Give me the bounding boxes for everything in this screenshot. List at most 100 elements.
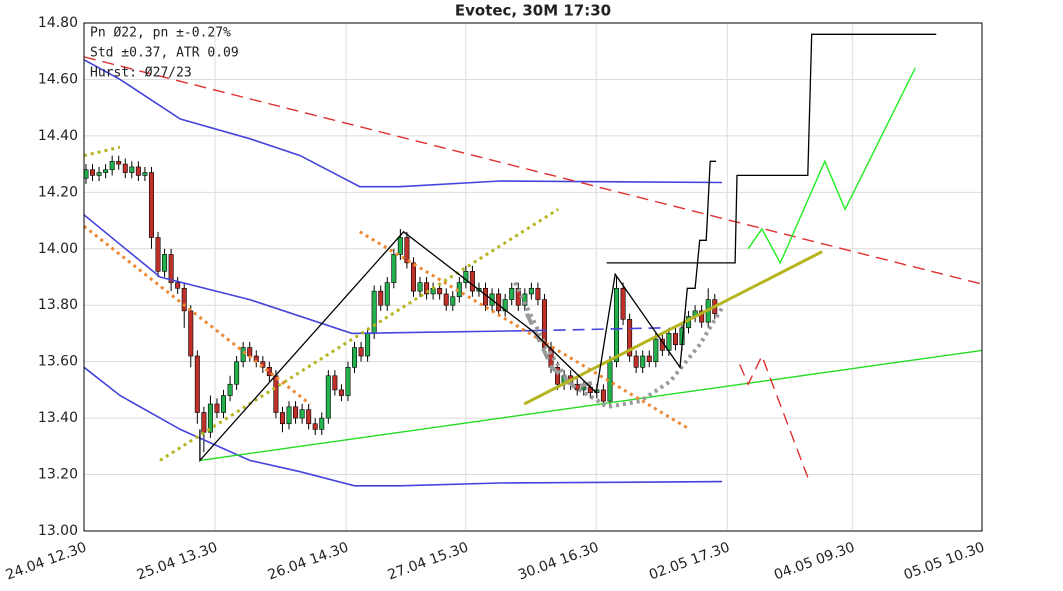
candle-body	[391, 254, 397, 283]
candle-body	[90, 169, 96, 176]
chart-title: Evotec, 30M 17:30	[455, 2, 611, 20]
x-tick-label: 04.05 09.30	[772, 539, 857, 583]
candle-body	[201, 412, 207, 433]
candle-body	[417, 282, 423, 292]
candle-body	[404, 237, 410, 264]
candle-body	[188, 310, 194, 357]
x-tick-label: 30.04 16.30	[516, 539, 601, 583]
candle-body	[378, 290, 384, 306]
candle-body	[155, 237, 161, 272]
candle-body	[365, 333, 371, 357]
y-tick-label: 13.80	[38, 297, 78, 313]
candle-body	[84, 169, 89, 179]
candle-body	[142, 172, 148, 176]
y-tick-label: 14.00	[38, 241, 78, 257]
candle-body	[162, 254, 168, 272]
candle-body	[273, 375, 279, 413]
candle-body	[240, 347, 246, 362]
candle-body	[221, 395, 227, 413]
candle-body	[410, 262, 416, 292]
candle-body	[574, 383, 580, 391]
x-tick-label: 02.05 17.30	[647, 539, 732, 583]
candle-body	[522, 293, 528, 306]
candle-body	[509, 287, 515, 300]
candle-body	[338, 389, 344, 396]
candle-body	[463, 271, 469, 283]
candle-body	[293, 406, 299, 419]
plot-area	[84, 23, 982, 531]
candle-body	[116, 160, 122, 165]
overlay-line	[84, 214, 535, 335]
overlay-line	[84, 56, 982, 285]
candle-body	[666, 333, 672, 351]
overlay-line	[199, 160, 717, 463]
overlay-line	[359, 230, 691, 431]
candle-body	[194, 355, 200, 413]
overlay-line	[84, 225, 311, 406]
y-tick-label: 13.40	[38, 410, 78, 426]
candle-body	[352, 347, 358, 368]
candle-body	[528, 287, 534, 295]
candle-body	[699, 310, 705, 323]
overlay-line	[84, 58, 723, 188]
y-tick-label: 13.20	[38, 467, 78, 483]
overlay-line	[739, 354, 809, 478]
candle-body	[247, 347, 253, 357]
candle-body	[424, 282, 430, 295]
candle-body	[214, 403, 220, 413]
plot-frame	[83, 22, 983, 532]
candle-body	[646, 355, 652, 362]
x-tick-label: 26.04 14.30	[266, 539, 351, 583]
candle-body	[345, 367, 351, 396]
candle-body	[312, 423, 318, 430]
overlay-line	[159, 208, 560, 462]
candle-body	[640, 355, 646, 368]
y-tick-label: 14.80	[38, 15, 78, 31]
candle-body	[437, 287, 443, 295]
annotation: Hurst: Ø27/23	[90, 66, 192, 81]
candle-body	[607, 361, 613, 402]
candle-body	[96, 172, 102, 176]
candle-body	[109, 160, 115, 171]
overlay-line	[513, 281, 724, 409]
x-tick-label: 24.04 12.30	[4, 539, 89, 583]
annotation: Pn Ø22, pn ±-0.27%	[90, 26, 231, 41]
candle-body	[306, 409, 312, 425]
overlay-line	[534, 327, 666, 332]
x-tick-label: 27.04 15.30	[386, 539, 471, 583]
y-tick-label: 14.20	[38, 184, 78, 200]
x-tick-label: 25.04 13.30	[135, 539, 220, 583]
overlay-line	[523, 250, 823, 406]
candle-body	[443, 293, 449, 306]
y-tick-label: 14.40	[38, 128, 78, 144]
overlay-line	[84, 366, 723, 487]
candle-body	[555, 367, 561, 385]
candle-body	[633, 355, 639, 368]
candle-body	[234, 361, 240, 385]
candle-body	[653, 338, 659, 362]
annotation: Std ±0.37, ATR 0.09	[90, 46, 239, 61]
overlay-line	[84, 145, 121, 158]
candle-body	[620, 287, 626, 320]
candle-body	[384, 282, 390, 306]
candle-body	[299, 409, 305, 419]
overlay-line	[606, 33, 937, 264]
candle-body	[103, 169, 109, 173]
candle-body	[175, 282, 181, 289]
candle-body	[286, 406, 292, 425]
candle-body	[319, 417, 325, 430]
candle-body	[535, 287, 541, 300]
candle-body	[672, 333, 678, 346]
overlay-line	[747, 67, 916, 265]
y-tick-label: 13.00	[38, 523, 78, 539]
candle-body	[181, 287, 187, 312]
x-tick-label: 05.05 10.30	[902, 539, 987, 583]
candle-body	[600, 389, 606, 402]
candle-body	[325, 375, 331, 419]
y-tick-label: 14.60	[38, 71, 78, 87]
candle-body	[148, 172, 154, 238]
candle-body	[279, 412, 285, 425]
candle-body	[397, 237, 403, 255]
candle-body	[358, 347, 364, 357]
